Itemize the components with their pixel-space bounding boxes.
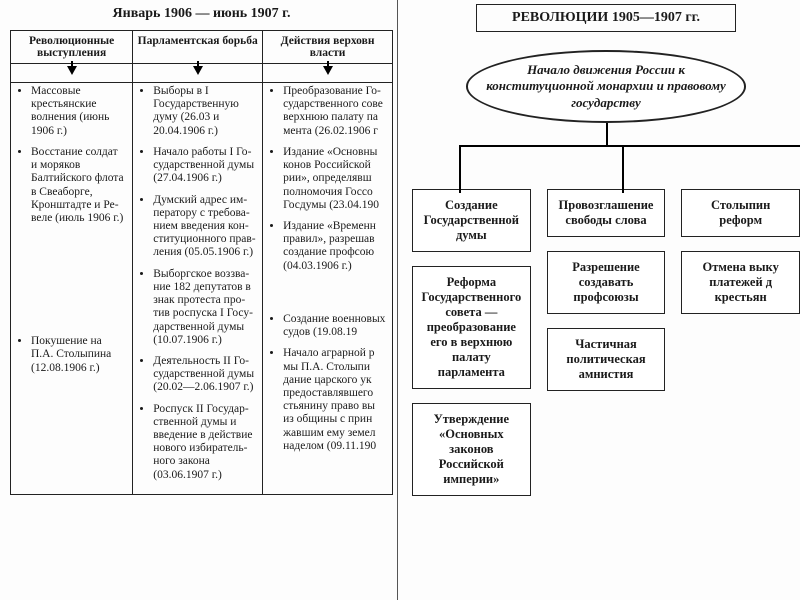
- list-item: Начало аграрной р мы П.А. Столыпи дание …: [283, 347, 386, 453]
- outcome-box: Столыпин реформ: [681, 189, 800, 237]
- col-header-1: Революционные выступления: [11, 31, 133, 64]
- arrow-cell-1: [11, 64, 133, 83]
- outcome-box: Реформа Государственного совета — преобр…: [412, 266, 531, 389]
- list-item: Преобразование Го­сударственного сове ве…: [283, 85, 386, 138]
- revolution-title: РЕВОЛЮЦИИ 1905—1907 гг.: [476, 4, 736, 32]
- root-node: Начало движения России к конституционной…: [466, 50, 746, 123]
- events-table: Революционные выступления Парламентская …: [10, 30, 393, 495]
- list-item: Выборы в I Государственную думу (26.03 и…: [153, 85, 256, 138]
- connector-line-icon: [459, 145, 461, 193]
- arrow-cell-3: [263, 64, 393, 83]
- outcome-box: Провозглашение свободы слова: [547, 189, 666, 237]
- events-col-3: Преобразование Го­сударственного сове ве…: [263, 83, 393, 495]
- list-item: Издание «Временн правил», разрешав созда…: [283, 220, 386, 273]
- connector-line-icon: [606, 123, 608, 145]
- outcome-columns: Создание Государственной думы Реформа Го…: [412, 189, 800, 496]
- arrow-down-icon: [193, 66, 203, 75]
- outcome-box: Создание Государственной думы: [412, 189, 531, 252]
- events-col-1: Массовые крестьян­ские волнения (июнь 19…: [11, 83, 133, 495]
- list-item: Роспуск II Государ­ственной думы и введе…: [153, 403, 256, 482]
- col-header-3: Действия верховн власти: [263, 31, 393, 64]
- events-col-2: Выборы в I Государственную думу (26.03 и…: [133, 83, 263, 495]
- outcome-box: Разрешение создавать профсоюзы: [547, 251, 666, 314]
- list-item: Выборгское воззва­ние 182 депутатов в зн…: [153, 268, 256, 347]
- right-diagram-panel: РЕВОЛЮЦИИ 1905—1907 гг. Начало движения …: [398, 0, 800, 600]
- list-item: Восстание солдат и моряков Балтийско­го …: [31, 146, 126, 225]
- list-item: Создание военно­вых судов (19.08.19: [283, 313, 386, 339]
- arrow-down-icon: [67, 66, 77, 75]
- connector-line-icon: [622, 145, 624, 193]
- list-item: Думский адрес им­ператору с требова­нием…: [153, 194, 256, 260]
- outcome-col-1: Создание Государственной думы Реформа Го…: [412, 189, 531, 496]
- connector-line-icon: [459, 145, 800, 147]
- arrow-down-icon: [323, 66, 333, 75]
- outcome-col-2: Провозглашение свободы слова Разрешение …: [547, 189, 666, 496]
- left-table-panel: Январь 1906 — июнь 1907 г. Революционные…: [0, 0, 398, 600]
- list-item: Покушение на П.А. Столыпина (12.08.1906 …: [31, 335, 126, 375]
- period-title: Январь 1906 — июнь 1907 г.: [10, 6, 393, 22]
- outcome-col-3: Столыпин реформ Отмена выку платежей д к…: [681, 189, 800, 496]
- arrow-cell-2: [133, 64, 263, 83]
- outcome-box: Утверждение «Основных законов Российской…: [412, 403, 531, 496]
- col-header-2: Парламентская борьба: [133, 31, 263, 64]
- list-item: Издание «Основны конов Российской рии», …: [283, 146, 386, 212]
- outcome-box: Отмена выку платежей д крестьян: [681, 251, 800, 314]
- tree-connector: [412, 123, 800, 193]
- list-item: Массовые крестьян­ские волнения (июнь 19…: [31, 85, 126, 138]
- list-item: Начало работы I Го­сударственной думы (2…: [153, 146, 256, 186]
- list-item: Деятельность II Го­сударственной думы (2…: [153, 355, 256, 395]
- outcome-box: Частичная политическая амнистия: [547, 328, 666, 391]
